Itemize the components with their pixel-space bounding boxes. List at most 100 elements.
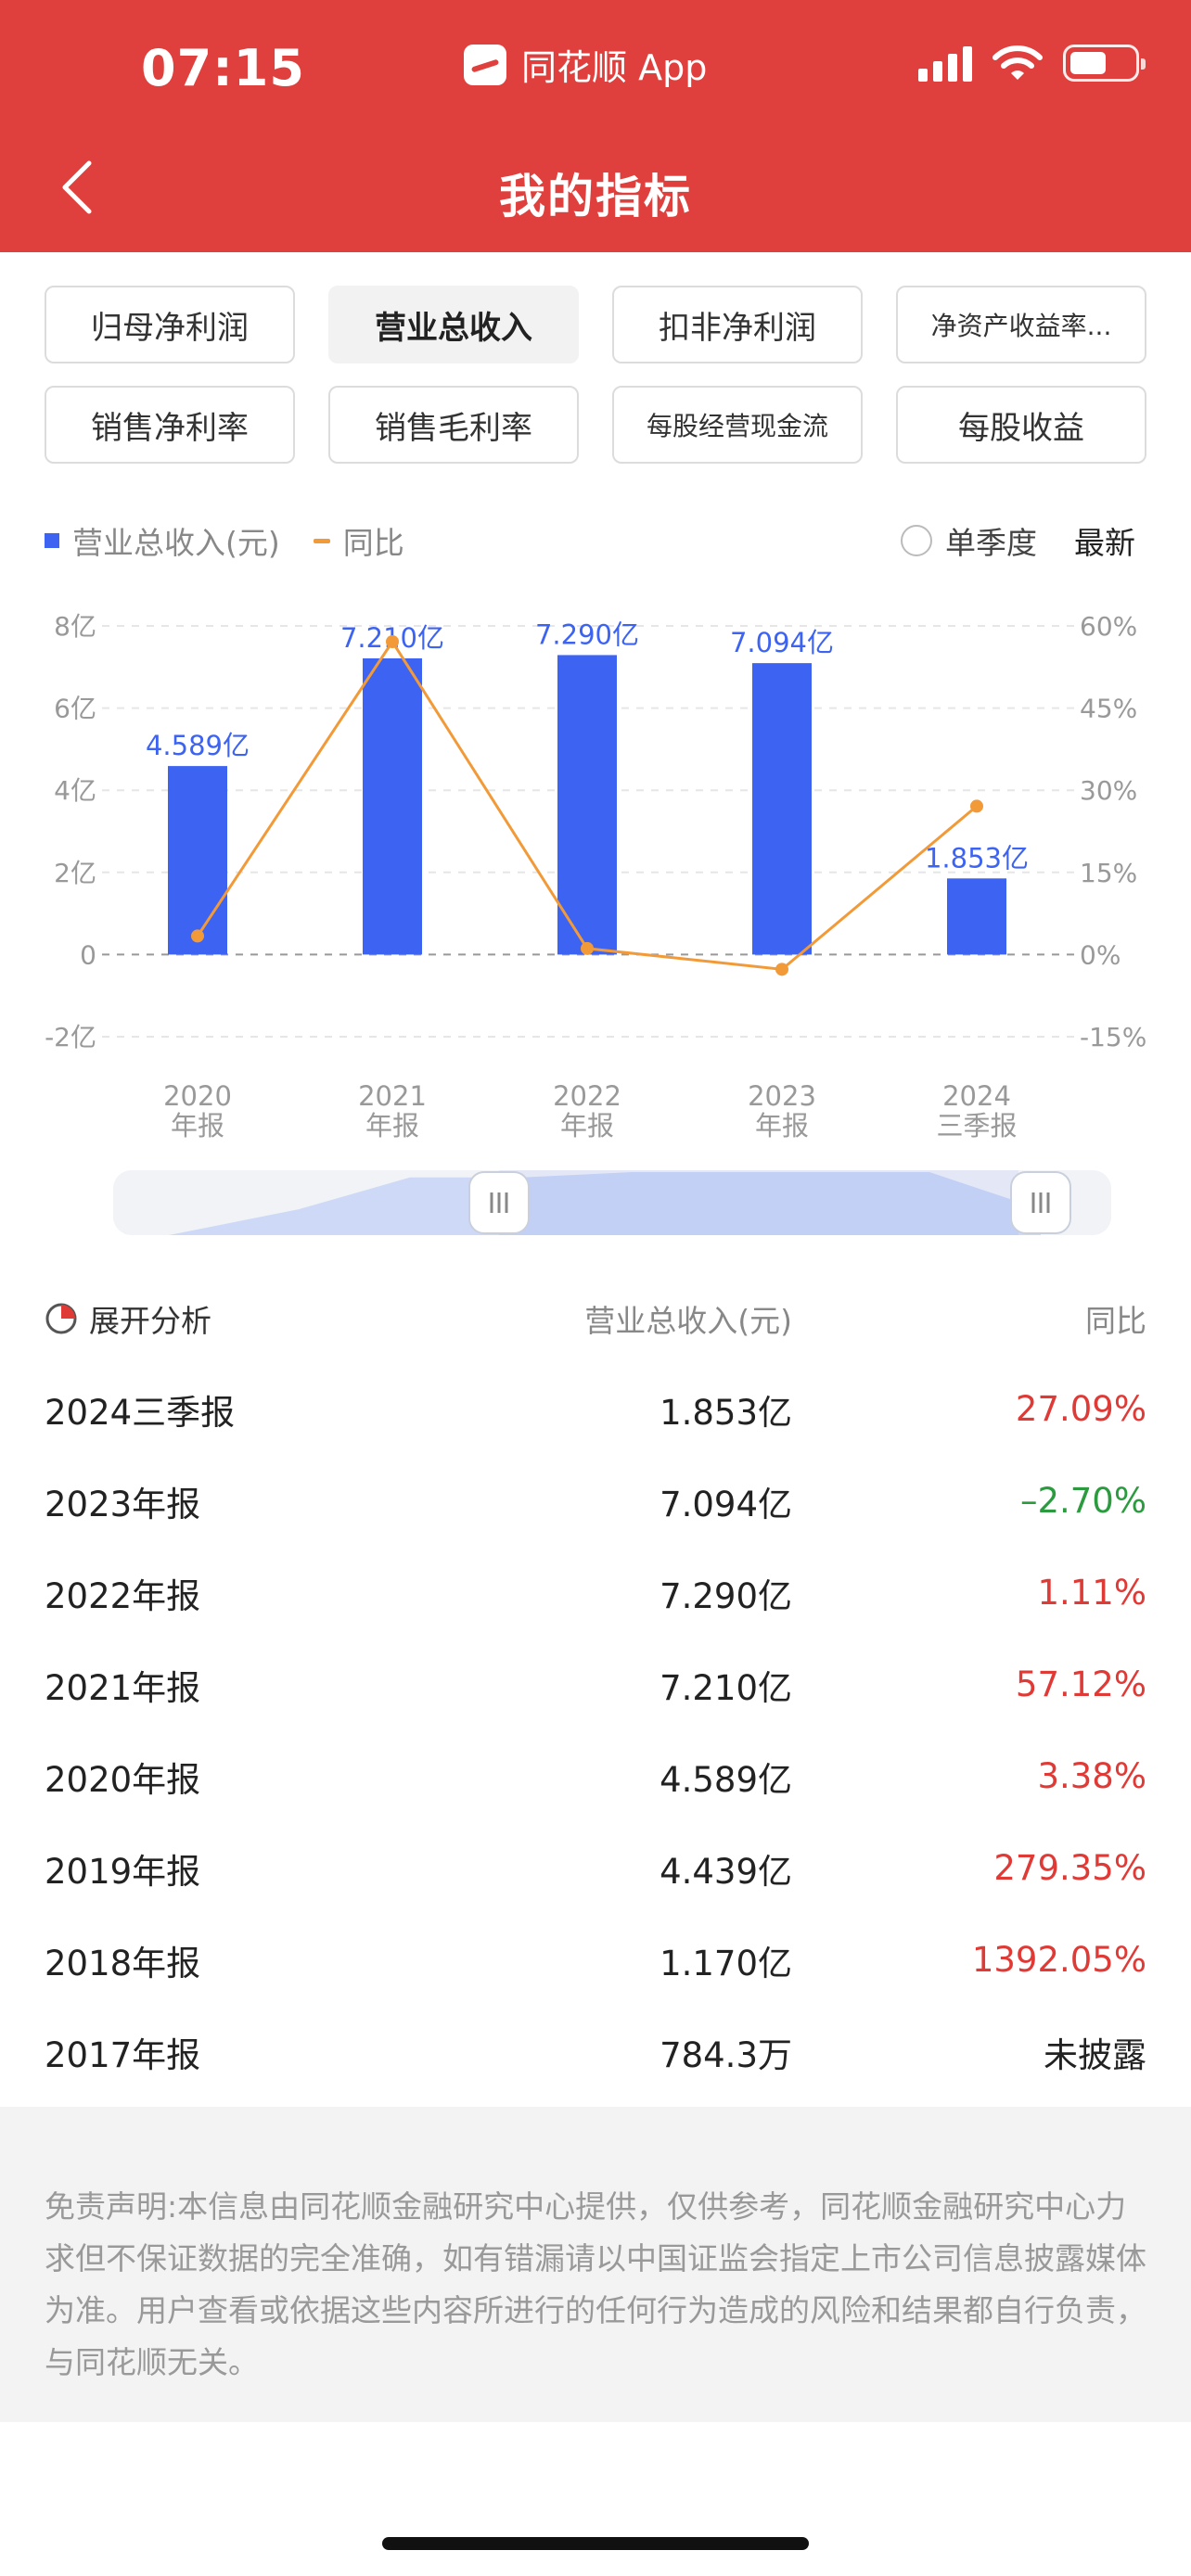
status-app-indicator[interactable]: 同花顺 App <box>464 39 707 90</box>
app-logo-icon <box>464 44 506 85</box>
header-bar: 07:15 同花顺 App 我的指标 <box>0 0 1191 252</box>
row-period: 2017年报 <box>45 2034 201 2075</box>
table-row[interactable]: 2024三季报 1.853亿 27.09% <box>45 1363 1146 1455</box>
x-tick-label: 2021 <box>358 1080 427 1112</box>
y-right-tick-label: 15% <box>1080 858 1137 888</box>
row-yoy: 1.11% <box>1037 1573 1146 1613</box>
yoy-point <box>970 799 983 813</box>
row-yoy: 3.38% <box>1037 1756 1146 1796</box>
bar-value-label: 1.853亿 <box>925 842 1029 874</box>
tab-gross-margin[interactable]: 销售毛利率 <box>328 386 579 464</box>
line-legend-label: 同比 <box>342 525 404 561</box>
table-row[interactable]: 2017年报 784.3万 未披露 <box>45 2006 1146 2098</box>
home-indicator[interactable] <box>382 2537 809 2550</box>
chart-legend: 营业总收入(元) 同比 单季度 最新 <box>45 517 1146 564</box>
bar <box>947 878 1006 955</box>
x-tick-label: 2022 <box>553 1080 621 1112</box>
row-revenue: 1.170亿 <box>660 1943 792 1983</box>
status-time: 07:15 <box>141 39 305 97</box>
tab-deducted-net-profit[interactable]: 扣非净利润 <box>612 286 863 363</box>
range-slider[interactable] <box>113 1170 1111 1235</box>
revenue-chart[interactable]: 8亿60%6亿45%4亿30%2亿15%00%-2亿-15%4.589亿7.21… <box>0 593 1191 1150</box>
latest-toggle[interactable]: 最新 <box>1074 525 1135 561</box>
row-revenue: 7.210亿 <box>660 1667 792 1708</box>
x-tick-label: 年报 <box>171 1110 224 1141</box>
tab-net-profit-parent[interactable]: 归母净利润 <box>45 286 295 363</box>
chevron-left-icon[interactable] <box>56 159 98 215</box>
y-right-tick-label: 60% <box>1080 611 1137 642</box>
y-left-tick-label: 4亿 <box>54 775 96 806</box>
yoy-point <box>386 635 399 649</box>
row-period: 2024三季报 <box>45 1392 236 1433</box>
row-revenue: 4.589亿 <box>660 1759 792 1800</box>
row-yoy: 279.35% <box>993 1848 1146 1888</box>
x-tick-label: 三季报 <box>936 1110 1017 1141</box>
tab-operating-cashflow-per-share[interactable]: 每股经营现金流 <box>612 386 863 464</box>
analysis-table-header: 展开分析 营业总收入(元) 同比 <box>45 1291 1146 1346</box>
row-yoy: 27.09% <box>1015 1389 1146 1429</box>
wifi-icon <box>992 45 1043 80</box>
table-row[interactable]: 2022年报 7.290亿 1.11% <box>45 1547 1146 1639</box>
row-revenue: 7.290亿 <box>660 1575 792 1616</box>
bar-value-label: 4.589亿 <box>146 730 250 761</box>
analysis-table: 2024三季报 1.853亿 27.09% 2023年报 7.094亿 –2.7… <box>45 1363 1146 2098</box>
tab-roe[interactable]: 净资产收益率... <box>896 286 1146 363</box>
slider-left-handle[interactable] <box>468 1171 530 1234</box>
row-period: 2020年报 <box>45 1759 201 1800</box>
bar <box>168 766 227 955</box>
yoy-point <box>775 963 788 976</box>
row-period: 2019年报 <box>45 1851 201 1892</box>
cellular-signal-icon <box>918 45 972 82</box>
tab-total-revenue[interactable]: 营业总收入 <box>328 286 579 363</box>
slider-right-handle[interactable] <box>1010 1171 1071 1234</box>
table-row[interactable]: 2018年报 1.170亿 1392.05% <box>45 1914 1146 2006</box>
tab-net-margin[interactable]: 销售净利率 <box>45 386 295 464</box>
x-tick-label: 2023 <box>748 1080 816 1112</box>
bar-value-label: 7.290亿 <box>535 618 639 650</box>
row-revenue: 1.853亿 <box>660 1392 792 1433</box>
table-row[interactable]: 2021年报 7.210亿 57.12% <box>45 1639 1146 1730</box>
bar <box>752 663 812 955</box>
row-revenue: 784.3万 <box>660 2034 792 2075</box>
bar <box>557 655 617 955</box>
line-legend-swatch <box>313 538 330 543</box>
yoy-point <box>581 941 594 955</box>
row-yoy: –2.70% <box>1019 1481 1146 1521</box>
row-yoy: 57.12% <box>1015 1664 1146 1704</box>
x-tick-label: 2020 <box>163 1080 232 1112</box>
bar <box>363 657 422 955</box>
single-quarter-label[interactable]: 单季度 <box>945 525 1037 561</box>
tab-eps[interactable]: 每股收益 <box>896 386 1146 464</box>
metric-tabs: 归母净利润 营业总收入 扣非净利润 净资产收益率... 销售净利率 销售毛利率 … <box>45 286 1146 464</box>
y-right-tick-label: -15% <box>1080 1022 1146 1052</box>
slider-preview-area <box>169 1172 1041 1235</box>
bar-legend-label: 营业总收入(元) <box>72 525 280 561</box>
table-row[interactable]: 2023年报 7.094亿 –2.70% <box>45 1455 1146 1547</box>
table-row[interactable]: 2020年报 4.589亿 3.38% <box>45 1730 1146 1822</box>
row-period: 2023年报 <box>45 1484 201 1524</box>
row-revenue: 7.094亿 <box>660 1484 792 1524</box>
bar-value-label: 7.094亿 <box>730 627 834 658</box>
y-right-tick-label: 45% <box>1080 694 1137 724</box>
y-left-tick-label: -2亿 <box>45 1022 96 1052</box>
column-header-yoy: 同比 <box>1085 1303 1146 1339</box>
y-right-tick-label: 30% <box>1080 775 1137 806</box>
table-row[interactable]: 2019年报 4.439亿 279.35% <box>45 1822 1146 1914</box>
y-left-tick-label: 8亿 <box>54 611 96 642</box>
status-app-name: 同花顺 App <box>521 47 708 88</box>
x-tick-label: 年报 <box>560 1110 614 1141</box>
y-left-tick-label: 6亿 <box>54 694 96 724</box>
expand-analysis-button[interactable]: 展开分析 <box>45 1296 211 1341</box>
slider-selected-window <box>499 1170 1018 1235</box>
x-tick-label: 年报 <box>755 1110 809 1141</box>
row-period: 2022年报 <box>45 1575 201 1616</box>
row-period: 2018年报 <box>45 1943 201 1983</box>
page-title: 我的指标 <box>499 170 692 223</box>
row-period: 2021年报 <box>45 1667 201 1708</box>
single-quarter-radio[interactable] <box>901 525 932 556</box>
status-icons <box>918 45 1146 82</box>
disclaimer-text: 免责声明:本信息由同花顺金融研究中心提供，仅供参考，同花顺金融研究中心力求但不保… <box>0 2107 1191 2422</box>
y-left-tick-label: 0 <box>80 939 96 970</box>
yoy-point <box>191 929 204 943</box>
column-header-revenue: 营业总收入(元) <box>584 1303 792 1339</box>
